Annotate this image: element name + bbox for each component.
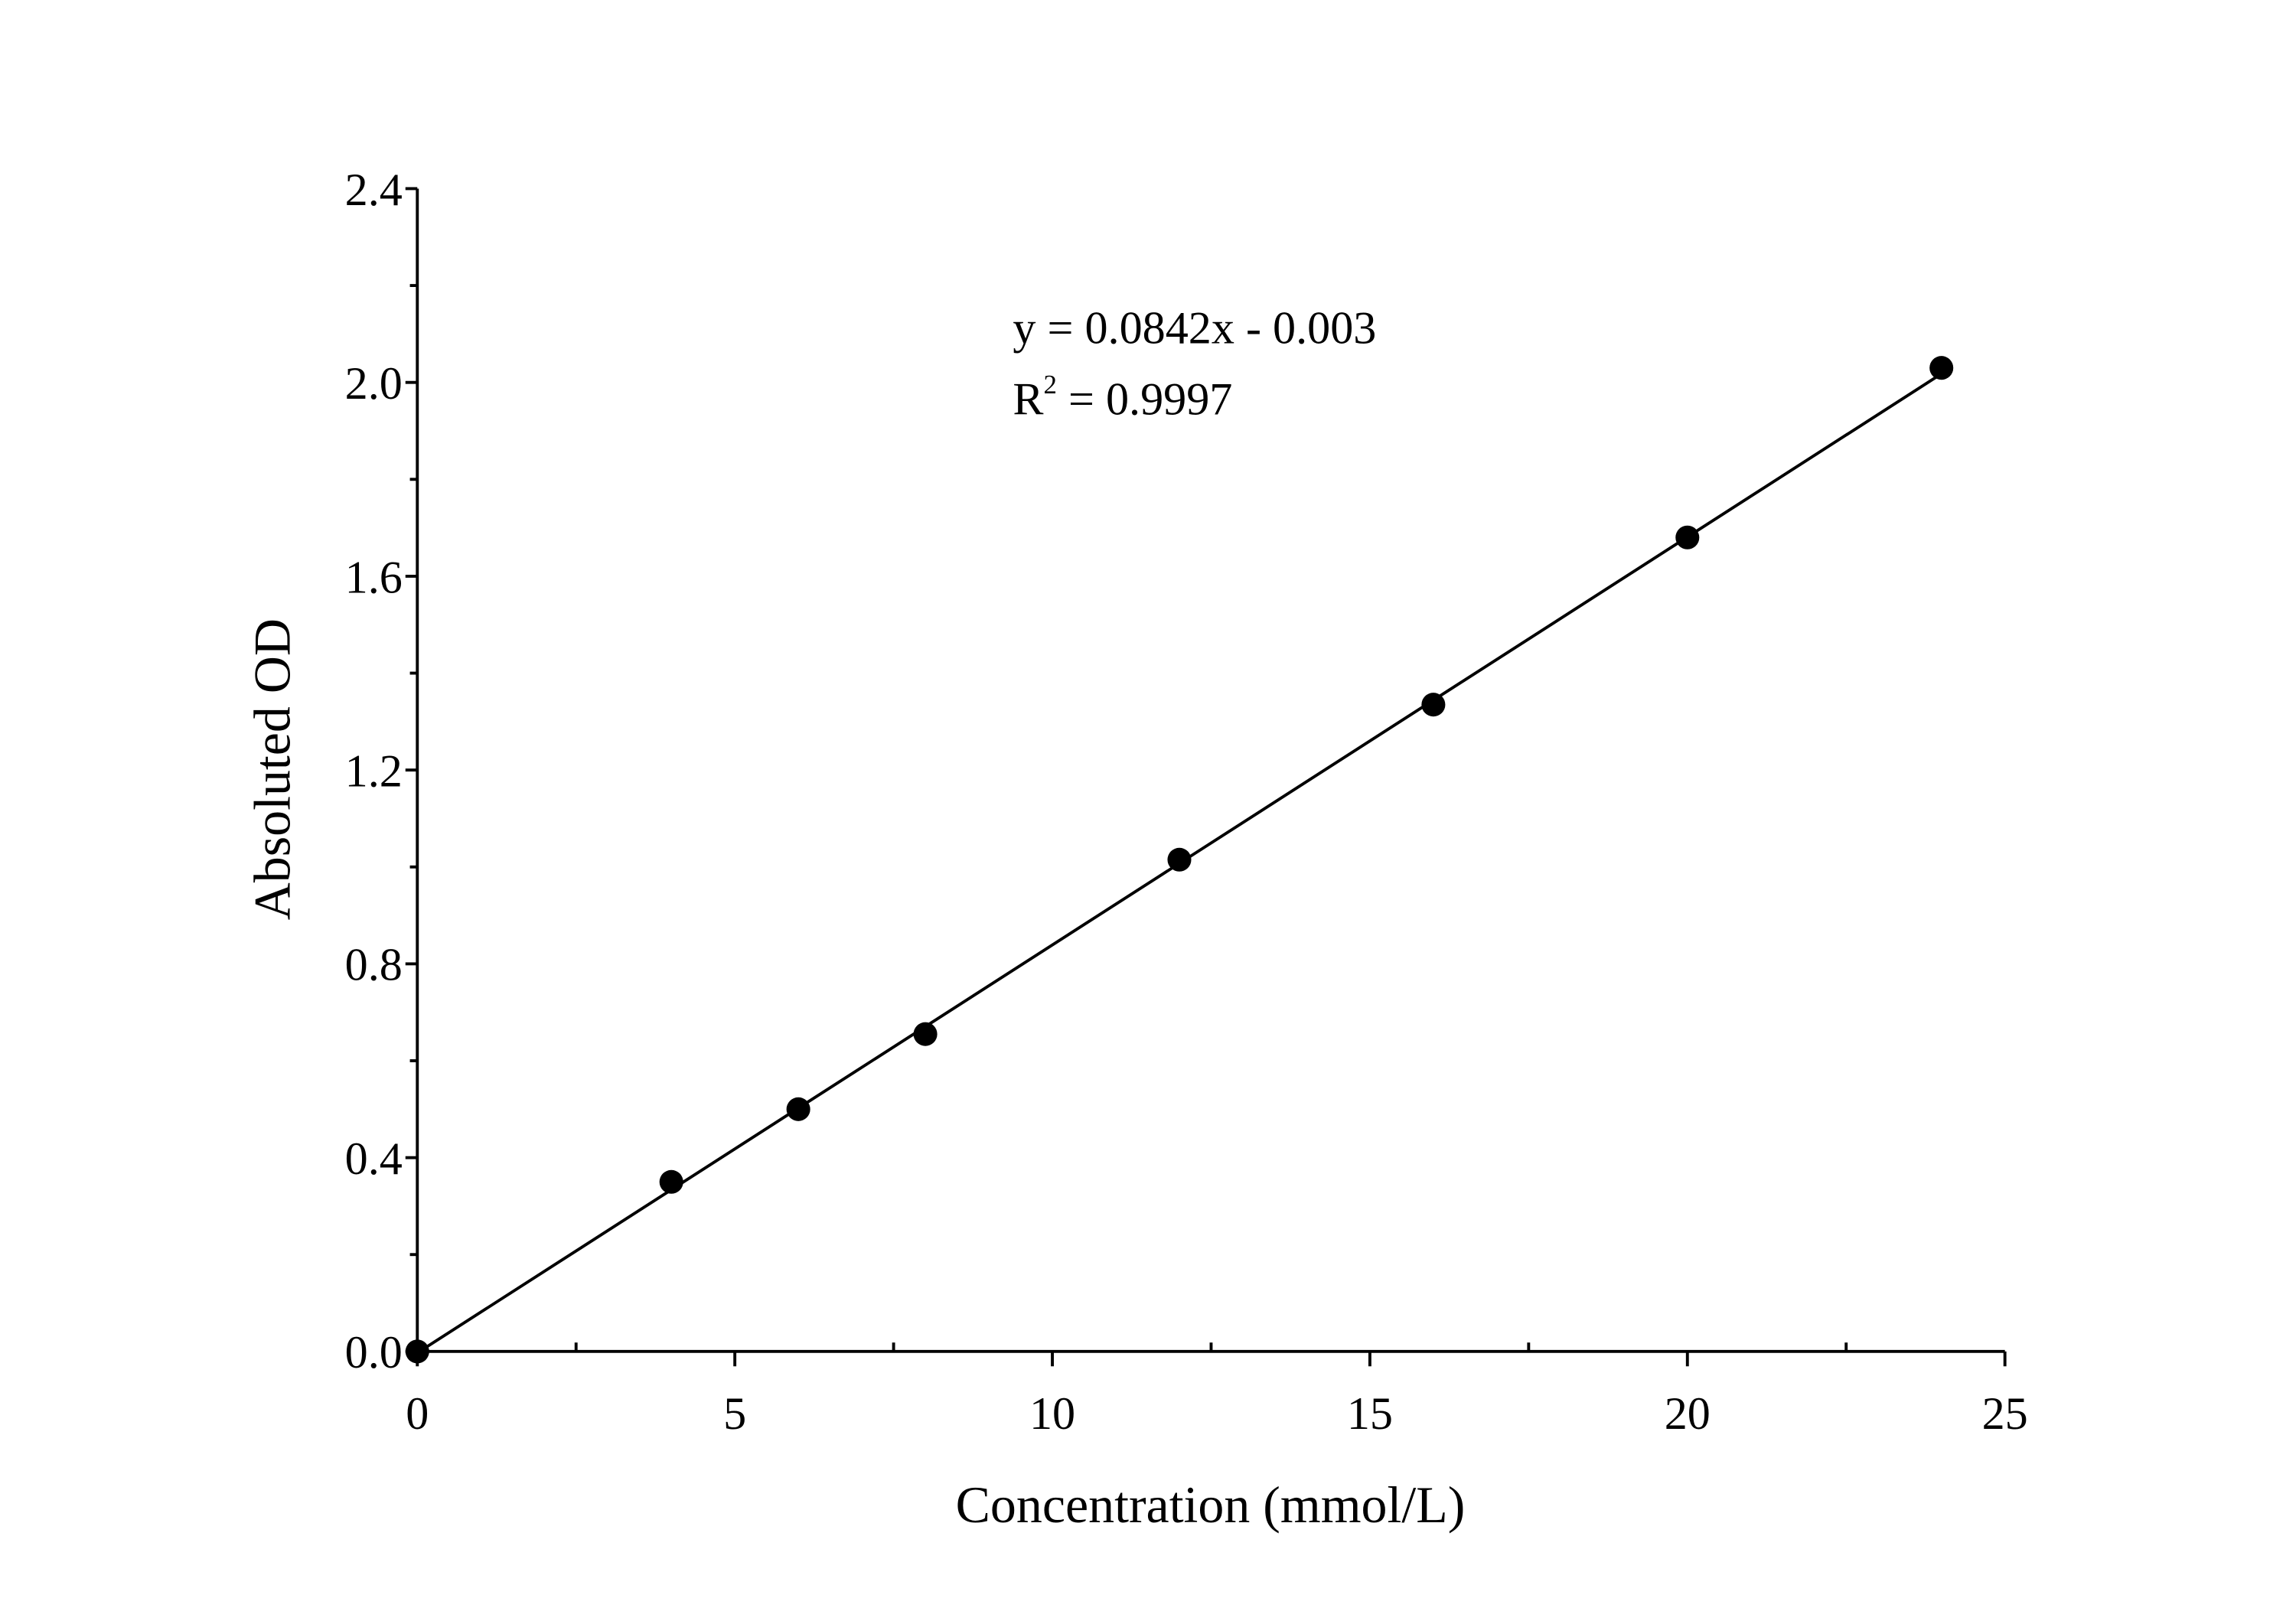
data-point <box>659 1169 683 1194</box>
data-point <box>405 1339 429 1364</box>
x-tick-label: 5 <box>723 1388 746 1440</box>
r-squared: R2 = 0.9997 <box>1013 370 1232 425</box>
y-tick-label: 1.6 <box>345 552 403 603</box>
x-tick-label: 0 <box>406 1388 429 1440</box>
data-point <box>1675 525 1700 550</box>
data-point <box>1167 847 1192 872</box>
y-tick-label: 0.8 <box>345 940 403 991</box>
data-point <box>786 1097 810 1121</box>
x-tick-label: 20 <box>1665 1388 1711 1440</box>
x-axis-label: Concentration (mmol/L) <box>956 1476 1466 1534</box>
y-tick-label: 2.4 <box>345 165 403 216</box>
y-tick-label: 0.4 <box>345 1133 403 1185</box>
equation: y = 0.0842x - 0.003 <box>1013 302 1376 354</box>
x-tick-label: 25 <box>1982 1388 2028 1440</box>
y-axis-label: Absoluted OD <box>243 618 301 920</box>
y-tick-label: 0.0 <box>345 1327 403 1378</box>
x-tick-label: 10 <box>1029 1388 1075 1440</box>
data-point <box>1421 693 1446 717</box>
r-sup: 2 <box>1044 370 1057 400</box>
r-base: R <box>1013 373 1044 425</box>
x-tick-label: 15 <box>1347 1388 1393 1440</box>
data-point <box>913 1022 938 1046</box>
r-rest: = 0.9997 <box>1057 373 1232 425</box>
data-point <box>1929 356 1954 380</box>
y-tick-label: 2.0 <box>345 358 403 409</box>
y-tick-label: 1.2 <box>345 746 403 797</box>
